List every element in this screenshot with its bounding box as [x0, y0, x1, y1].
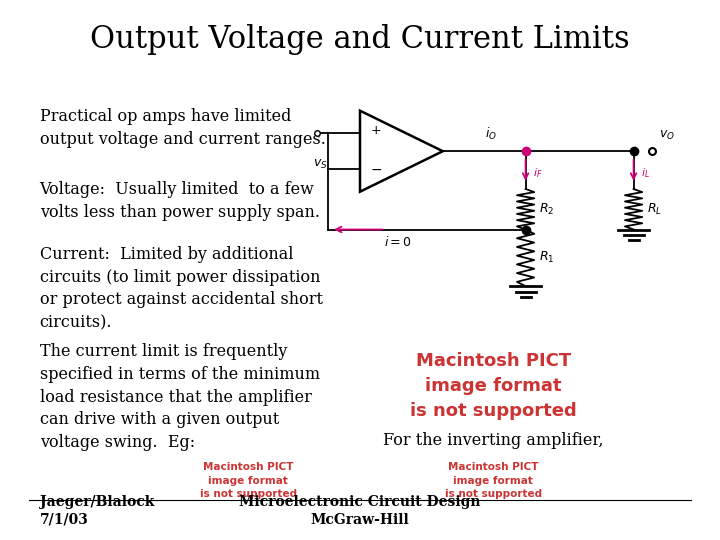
Text: Macintosh PICT
image format
is not supported: Macintosh PICT image format is not suppo…: [445, 462, 541, 499]
Text: $v_S$: $v_S$: [313, 158, 328, 171]
Text: Macintosh PICT
image format
is not supported: Macintosh PICT image format is not suppo…: [410, 352, 577, 420]
Text: Output Voltage and Current Limits: Output Voltage and Current Limits: [90, 24, 630, 55]
Text: $R_L$: $R_L$: [647, 202, 662, 217]
Text: −: −: [371, 163, 382, 177]
Text: $i_O$: $i_O$: [485, 126, 498, 142]
Text: Macintosh PICT
image format
is not supported: Macintosh PICT image format is not suppo…: [200, 462, 297, 499]
Text: The current limit is frequently
specified in terms of the minimum
load resistanc: The current limit is frequently specifie…: [40, 343, 320, 451]
Text: Voltage:  Usually limited  to a few
volts less than power supply span.: Voltage: Usually limited to a few volts …: [40, 181, 320, 221]
Text: Current:  Limited by additional
circuits (to limit power dissipation
or protect : Current: Limited by additional circuits …: [40, 246, 323, 331]
Text: $i_F$: $i_F$: [533, 166, 542, 180]
Text: $i = 0$: $i = 0$: [384, 235, 412, 249]
Text: $v_O$: $v_O$: [659, 129, 675, 142]
Text: $R_2$: $R_2$: [539, 202, 554, 217]
Text: +: +: [371, 124, 382, 137]
Text: Microelectronic Circuit Design
McGraw-Hill: Microelectronic Circuit Design McGraw-Hi…: [239, 495, 481, 526]
Text: Jaeger/Blalock
7/1/03: Jaeger/Blalock 7/1/03: [40, 495, 154, 526]
Text: Practical op amps have limited
output voltage and current ranges.: Practical op amps have limited output vo…: [40, 108, 325, 148]
Text: $i_L$: $i_L$: [641, 166, 649, 180]
Text: $R_1$: $R_1$: [539, 251, 554, 265]
Text: For the inverting amplifier,: For the inverting amplifier,: [383, 431, 603, 449]
